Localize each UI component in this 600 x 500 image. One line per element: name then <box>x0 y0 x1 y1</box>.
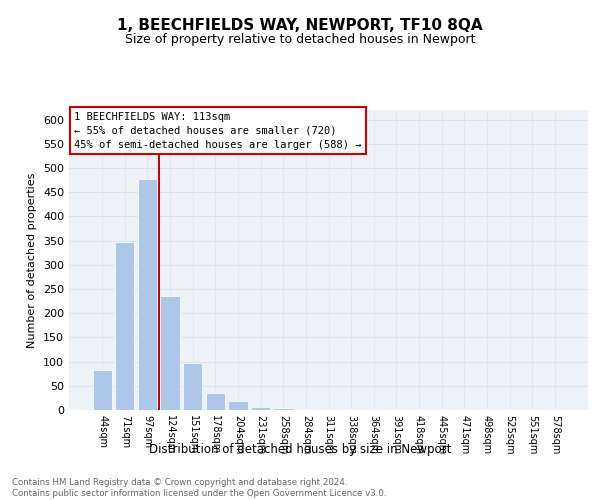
Bar <box>138 179 157 410</box>
Y-axis label: Number of detached properties: Number of detached properties <box>28 172 37 348</box>
Text: Contains HM Land Registry data © Crown copyright and database right 2024.
Contai: Contains HM Land Registry data © Crown c… <box>12 478 386 498</box>
Bar <box>92 370 112 410</box>
Bar <box>364 409 383 410</box>
Bar <box>455 409 474 410</box>
Text: Distribution of detached houses by size in Newport: Distribution of detached houses by size … <box>149 442 451 456</box>
Bar <box>206 393 225 410</box>
Bar <box>183 363 202 410</box>
Bar <box>545 409 565 410</box>
Bar <box>251 406 270 410</box>
Bar <box>274 408 293 410</box>
Bar <box>229 402 248 410</box>
Text: 1 BEECHFIELDS WAY: 113sqm
← 55% of detached houses are smaller (720)
45% of semi: 1 BEECHFIELDS WAY: 113sqm ← 55% of detac… <box>74 112 362 150</box>
Bar <box>160 296 180 410</box>
Text: 1, BEECHFIELDS WAY, NEWPORT, TF10 8QA: 1, BEECHFIELDS WAY, NEWPORT, TF10 8QA <box>117 18 483 32</box>
Bar <box>115 242 134 410</box>
Text: Size of property relative to detached houses in Newport: Size of property relative to detached ho… <box>125 32 475 46</box>
